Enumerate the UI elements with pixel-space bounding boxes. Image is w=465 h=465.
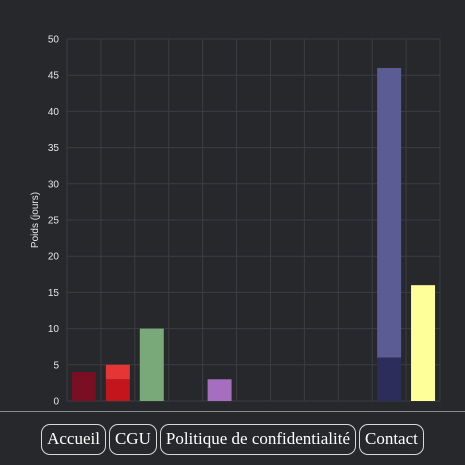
footer-link-cgu[interactable]: CGU — [108, 424, 157, 455]
footer-link-privacy-policy[interactable]: Politique de confidentialité — [159, 424, 356, 455]
y-tick-label: 10 — [48, 324, 60, 335]
bar-segment[interactable] — [139, 328, 164, 401]
y-tick-label: 45 — [48, 71, 60, 82]
y-tick-label: 40 — [48, 107, 60, 118]
y-tick-label: 50 — [48, 35, 60, 46]
bar-segment[interactable] — [377, 67, 402, 358]
y-tick-label: 35 — [48, 143, 60, 154]
footer-link-accueil[interactable]: Accueil — [41, 424, 106, 455]
footer-link-contact[interactable]: Contact — [359, 424, 424, 455]
gridlines — [66, 38, 441, 402]
bar-chart: 0 5 10 15 20 25 30 35 40 45 50 Poids (jours) — [30, 35, 441, 408]
y-tick-label: 30 — [48, 179, 60, 190]
bar-segment[interactable] — [377, 357, 402, 401]
bar-segment[interactable] — [71, 372, 96, 401]
y-tick-label: 15 — [48, 288, 60, 299]
bar-segment[interactable] — [207, 379, 232, 401]
bar-segment[interactable] — [105, 379, 130, 401]
y-axis-ticks: 0 5 10 15 20 25 30 35 40 45 50 — [48, 35, 60, 408]
y-tick-label: 25 — [48, 216, 60, 227]
y-tick-label: 5 — [53, 360, 59, 371]
bar-segment[interactable] — [411, 285, 436, 401]
y-tick-label: 20 — [48, 252, 60, 263]
y-tick-label: 0 — [53, 397, 59, 408]
footer-nav: Accueil CGU Politique de confidentialité… — [0, 411, 465, 465]
bars — [71, 67, 436, 401]
bar-segment[interactable] — [105, 364, 130, 380]
y-axis-title: Poids (jours) — [30, 192, 41, 248]
